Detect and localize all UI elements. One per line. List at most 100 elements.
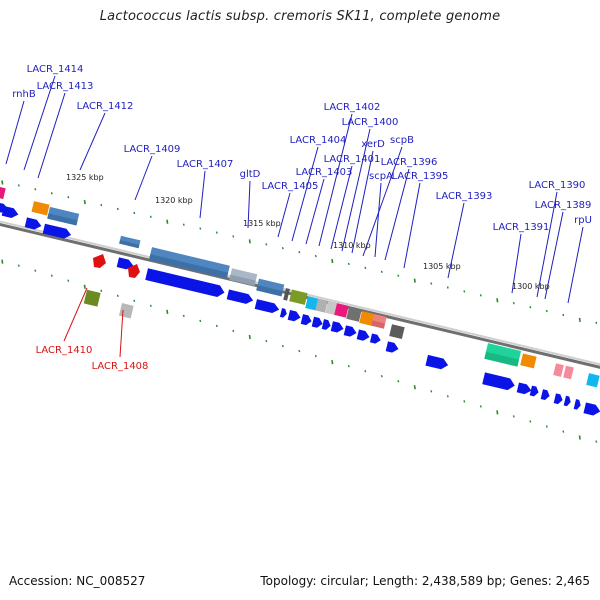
gene-block [283, 288, 290, 301]
tick-mark [166, 309, 169, 314]
tick-mark [314, 354, 317, 358]
gene-block-body [289, 289, 308, 305]
tick-mark [430, 390, 433, 393]
gene-block-shade [148, 254, 229, 279]
gene-block [315, 298, 328, 313]
cds-arrow [369, 333, 381, 344]
tick-mark [545, 425, 548, 428]
tick-mark [512, 302, 515, 305]
gene-label: LACR_1407 [177, 159, 234, 170]
gene-block [119, 235, 141, 249]
tick-mark [248, 334, 251, 340]
gene-label: rpU [574, 215, 592, 226]
gene-block-body [586, 373, 600, 388]
tick-mark [34, 188, 37, 191]
cds-arrow-shape [516, 382, 532, 395]
tick-mark [265, 243, 268, 246]
cds-arrow-shape [583, 402, 600, 416]
tick-mark [347, 364, 350, 368]
gene-block-shade [371, 320, 386, 329]
cds-arrow-shape [116, 257, 134, 270]
gene-block [563, 365, 574, 380]
leader-line [362, 146, 403, 257]
reverse-gene-block-body [118, 303, 134, 319]
tick-mark [100, 289, 103, 292]
kbp-label: 1320 kbp [155, 196, 193, 205]
gene-label: LACR_1391 [493, 222, 550, 233]
reverse-gene-block [118, 303, 134, 319]
leader-line [447, 202, 465, 279]
cds-arrow [343, 325, 357, 337]
tick-mark [116, 294, 119, 297]
tick-mark [397, 274, 400, 277]
cds-arrow-shape [369, 333, 381, 344]
gene-label: LACR_1405 [262, 181, 319, 192]
cds-arrow [540, 389, 550, 400]
gene-block-shade [229, 274, 256, 286]
cds-arrow-shape [330, 321, 344, 333]
reverse-gene-1408 [128, 264, 140, 278]
tick-mark [545, 309, 548, 313]
gene-block-body [305, 296, 319, 311]
kbp-tick-row-inner [1, 259, 598, 443]
tick-mark [116, 207, 119, 211]
tick-mark [314, 254, 317, 258]
tick-mark [529, 305, 532, 309]
gene-block [305, 296, 319, 311]
tick-mark [232, 235, 235, 238]
gene-block-body [315, 298, 328, 313]
tick-mark [413, 385, 416, 390]
leader-line [37, 92, 66, 179]
leader-line [511, 233, 522, 294]
gene-labels: rnhB LACR_1414 LACR_1413 LACR_1412 LACR_1409… [12, 64, 592, 372]
cds-arrow [529, 385, 539, 397]
tick-mark [1, 259, 4, 264]
cds-arrow-shape [311, 316, 323, 328]
genome-stats-text: Topology: circular; Length: 2,438,589 bp… [260, 574, 590, 588]
cds-arrow [385, 341, 399, 353]
cds-arrow-shape [1, 205, 19, 218]
gene-block [31, 201, 50, 216]
kbp-label: 1315 kbp [243, 219, 281, 228]
cds-arrow [287, 310, 301, 322]
gene-features [0, 186, 600, 416]
tick-mark [182, 314, 185, 318]
cds-arrow-shape [254, 299, 280, 314]
gene-block [520, 353, 537, 369]
cds-arrow [42, 223, 72, 239]
cds-arrow-shape [573, 399, 581, 410]
gene-label: LACR_1395 [392, 171, 449, 182]
tick-mark [149, 304, 152, 308]
tick-mark [364, 370, 367, 373]
cds-arrow [516, 382, 532, 395]
tick-mark [133, 211, 136, 215]
cds-arrow [311, 316, 323, 328]
cds-arrow [482, 372, 515, 391]
leader-line [403, 182, 421, 269]
gene-label: xerD [361, 139, 385, 150]
cds-arrow-shape [300, 314, 312, 326]
leader-line [199, 170, 206, 219]
cds-arrow-shape [24, 217, 42, 230]
tick-mark [199, 319, 202, 323]
cds-arrow [24, 217, 42, 230]
gene-label: LACR_1400 [342, 117, 399, 128]
gene-label: rnhB [12, 89, 36, 100]
tick-mark [50, 192, 53, 195]
leader-line [318, 113, 353, 247]
tick-mark [133, 299, 136, 303]
tick-mark [595, 321, 598, 325]
gene-label: LACR_1402 [324, 102, 381, 113]
gene-block [389, 324, 405, 339]
tick-mark [215, 231, 218, 234]
cds-arrow-shape [540, 389, 550, 400]
gene-block [553, 363, 564, 377]
leader-line [374, 182, 382, 258]
tick-mark [496, 298, 499, 303]
cds-arrow-shape [356, 329, 370, 341]
tick-mark [182, 223, 185, 226]
gene-block-body [359, 311, 375, 326]
gene-label: LACR_1393 [436, 191, 493, 202]
leader-line [134, 155, 153, 201]
